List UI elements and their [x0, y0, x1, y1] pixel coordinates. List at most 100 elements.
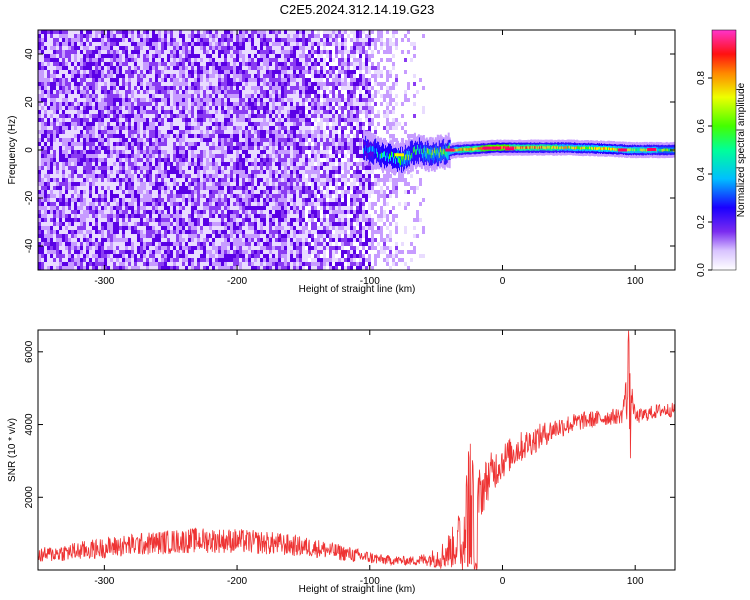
- spectrogram-cell: [50, 178, 53, 182]
- spectrogram-cell: [200, 166, 203, 170]
- spectrogram-cell: [41, 246, 44, 250]
- spectrogram-cell: [119, 110, 122, 114]
- spectrogram-cell: [107, 62, 110, 66]
- spectrogram-cell: [239, 234, 242, 238]
- spectrogram-cell: [86, 238, 89, 242]
- spectrogram-cell: [254, 110, 257, 114]
- spectrogram-cell: [182, 226, 185, 230]
- spectrogram-cell: [119, 78, 122, 82]
- spectrogram-cell: [83, 94, 86, 98]
- spectrogram-cell: [191, 234, 194, 238]
- spectrogram-cell: [230, 66, 233, 70]
- spectrogram-cell: [275, 114, 278, 118]
- spectrogram-cell: [62, 54, 65, 58]
- spectrogram-cell: [152, 66, 155, 70]
- spectrogram-cell: [47, 50, 50, 54]
- spectrogram-cell: [86, 214, 89, 218]
- spectrogram-cell: [185, 82, 188, 86]
- spectrogram-cell: [53, 234, 56, 238]
- spectrogram-cell: [200, 250, 203, 254]
- spectrogram-cell: [110, 142, 113, 146]
- spectrogram-cell: [269, 66, 272, 70]
- spectrogram-cell: [113, 166, 116, 170]
- spectrogram-cell: [50, 94, 53, 98]
- spectrogram-cell: [41, 182, 44, 186]
- spectrogram-cell: [188, 190, 191, 194]
- spectrogram-cell: [164, 62, 167, 66]
- spectrogram-cell: [263, 122, 266, 126]
- spectrogram-cell: [95, 122, 98, 126]
- spectrogram-cell: [227, 174, 230, 178]
- spectrogram-cell: [137, 54, 140, 58]
- spectrogram-cell: [182, 206, 185, 210]
- spectrogram-cell: [74, 130, 77, 134]
- spectrogram-cell: [143, 138, 146, 142]
- spectrogram-cell: [101, 138, 104, 142]
- spectrogram-cell: [218, 150, 221, 154]
- spectrogram-cell: [50, 154, 53, 158]
- spectrogram-cell: [59, 102, 62, 106]
- spectrogram-cell: [263, 74, 266, 78]
- spectrogram-cell: [200, 98, 203, 102]
- spectrogram-cell: [236, 166, 239, 170]
- spectrogram-cell: [53, 206, 56, 210]
- spectrogram-cell: [167, 38, 170, 42]
- spectrogram-cell: [38, 142, 41, 146]
- spectrogram-cell: [200, 58, 203, 62]
- spectrogram-cell: [179, 62, 182, 66]
- spectrogram-cell: [263, 178, 266, 182]
- spectrogram-cell: [188, 226, 191, 230]
- spectrogram-cell: [224, 230, 227, 234]
- spectrogram-cell: [53, 202, 56, 206]
- spectrogram-cell: [185, 50, 188, 54]
- spectrogram-cell: [224, 194, 227, 198]
- spectrogram-cell: [131, 66, 134, 70]
- spectrogram-cell: [167, 126, 170, 130]
- spectrogram-cell: [155, 226, 158, 230]
- spectrogram-cell: [137, 226, 140, 230]
- spectrogram-cell: [56, 222, 59, 226]
- spectrogram-cell: [131, 158, 134, 162]
- spectrogram-cell: [194, 82, 197, 86]
- spectrogram-cell: [104, 82, 107, 86]
- spectrogram-cell: [86, 154, 89, 158]
- spectrogram-cell: [215, 202, 218, 206]
- spectrogram-cell: [107, 102, 110, 106]
- spectrogram-cell: [101, 82, 104, 86]
- spectrogram-cell: [71, 226, 74, 230]
- spectrogram-cell: [77, 190, 80, 194]
- spectrogram-cell: [236, 158, 239, 162]
- spectrogram-cell: [278, 126, 281, 130]
- spectrogram-cell: [146, 134, 149, 138]
- spectrogram-cell: [140, 258, 143, 262]
- spectrogram-cell: [74, 242, 77, 246]
- spectrogram-cell: [125, 110, 128, 114]
- spectrogram-cell: [161, 110, 164, 114]
- spectrogram-cell: [140, 186, 143, 190]
- spectrogram-cell: [209, 70, 212, 74]
- spectrogram-cell: [149, 118, 152, 122]
- spectrogram-cell: [260, 266, 263, 270]
- spectrogram-cell: [77, 222, 80, 226]
- spectrogram-cell: [122, 58, 125, 62]
- spectrogram-cell: [56, 126, 59, 130]
- spectrogram-cell: [110, 78, 113, 82]
- spectrogram-cell: [260, 54, 263, 58]
- spectrogram-cell: [74, 198, 77, 202]
- spectrogram-cell: [248, 258, 251, 262]
- spectrogram-cell: [197, 258, 200, 262]
- spectrogram-cell: [257, 150, 260, 154]
- spectrogram-cell: [71, 74, 74, 78]
- spectrogram-cell: [107, 254, 110, 258]
- spectrogram-cell: [122, 102, 125, 106]
- spectrogram-cell: [260, 150, 263, 154]
- spectrogram-cell: [104, 190, 107, 194]
- spectrogram-cell: [218, 82, 221, 86]
- spectrogram-cell: [272, 102, 275, 106]
- spectrogram-cell: [242, 134, 245, 138]
- spectrogram-cell: [68, 98, 71, 102]
- spectrogram-cell: [146, 106, 149, 110]
- spectrogram-cell: [167, 150, 170, 154]
- spectrogram-cell: [89, 162, 92, 166]
- spectrogram-cell: [56, 138, 59, 142]
